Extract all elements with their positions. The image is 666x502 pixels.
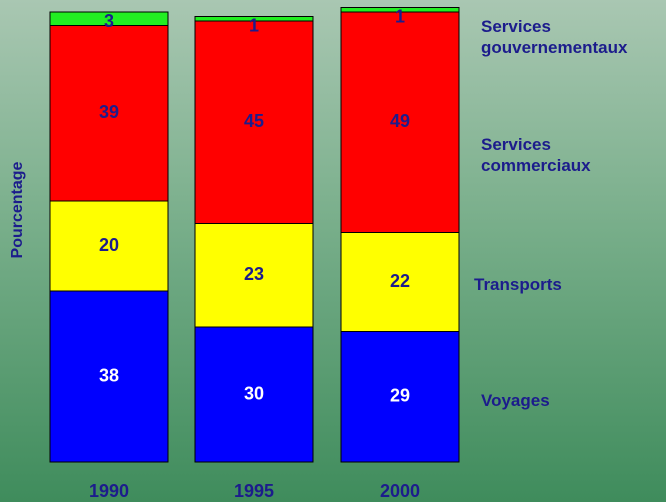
data-label: 49 [390, 111, 410, 131]
legend-label: Services gouvernementaux [481, 17, 628, 57]
x-tick-label: 2000 [380, 481, 420, 501]
data-label: 22 [390, 271, 410, 291]
legend-label: Transports [474, 275, 562, 294]
data-label: 1 [395, 6, 405, 26]
legend-label: Voyages [481, 391, 550, 410]
bar-segment [49, 11, 169, 26]
x-tick-label: 1990 [89, 481, 129, 501]
bar-segment [340, 11, 460, 233]
bar-segment [194, 20, 314, 224]
data-label: 45 [244, 111, 264, 131]
y-axis-label: Pourcentage [9, 161, 26, 258]
bar-segment [340, 331, 460, 463]
data-label: 38 [99, 365, 119, 385]
bar-segment [49, 200, 169, 292]
bar-segment [340, 7, 460, 13]
data-label: 23 [244, 264, 264, 284]
bar-segment [194, 223, 314, 328]
data-label: 30 [244, 383, 264, 403]
data-label: 39 [99, 102, 119, 122]
data-label: 29 [390, 386, 410, 406]
bar-segment [49, 290, 169, 463]
data-label: 20 [99, 235, 119, 255]
data-label: 1 [249, 15, 259, 35]
x-tick-label: 1995 [234, 481, 274, 501]
legend-label: Services commerciaux [481, 135, 591, 175]
bar-segment [194, 16, 314, 22]
data-label: 3 [104, 11, 114, 31]
bar-segment [194, 326, 314, 463]
